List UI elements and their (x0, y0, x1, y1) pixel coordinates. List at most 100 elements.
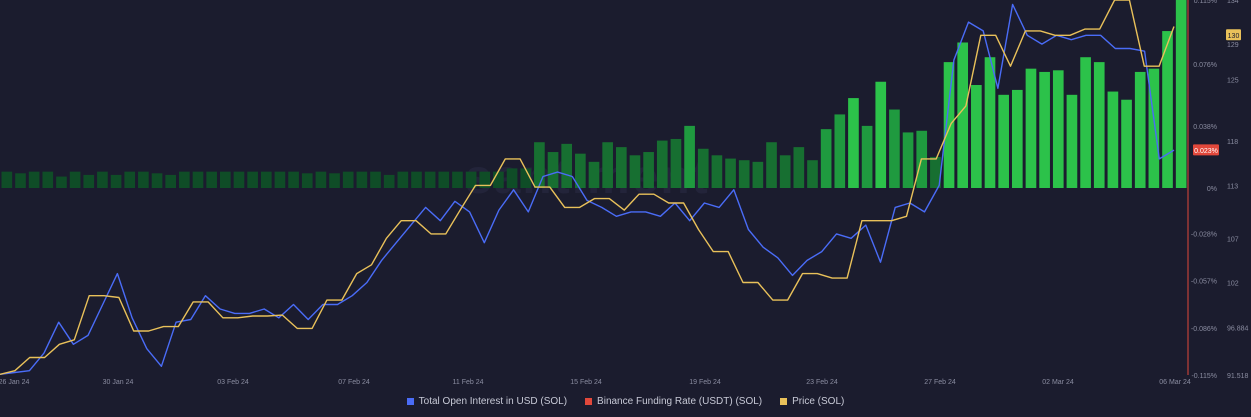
funding-bar (356, 171, 368, 188)
funding-bar (1011, 89, 1023, 188)
funding-bar (561, 143, 573, 188)
funding-bar (301, 173, 313, 188)
funding-bar (889, 109, 900, 188)
legend: Total Open Interest in USD (SOL) Binance… (0, 396, 1251, 407)
funding-bar (1052, 70, 1064, 188)
x-tick-label: 02 Mar 24 (1042, 379, 1074, 386)
funding-tick-label: -0.057% (1191, 279, 1217, 286)
funding-bar (588, 161, 600, 188)
price-tick-label: 96.884 (1227, 326, 1249, 333)
funding-bar (165, 174, 177, 188)
legend-item-funding-rate[interactable]: Binance Funding Rate (USDT) (SOL) (585, 396, 762, 407)
funding-tick-label: 0.115% (1194, 0, 1217, 5)
funding-bar (329, 173, 340, 188)
funding-bar (957, 42, 969, 188)
open-interest-line (0, 3, 1175, 375)
funding-bar (998, 94, 1009, 188)
funding-bar (725, 158, 736, 188)
funding-tick-label: 0.038% (1193, 124, 1217, 131)
funding-bar (424, 171, 436, 188)
price-tick-label: 134 (1227, 0, 1239, 5)
x-tick-label: 27 Feb 24 (924, 379, 956, 386)
funding-bar (1107, 91, 1119, 188)
x-tick-label: 03 Feb 24 (217, 379, 249, 386)
funding-bar (1066, 94, 1078, 188)
funding-bar (411, 171, 422, 188)
price-tick-label: 102 (1227, 281, 1239, 288)
funding-bar (1175, 0, 1187, 188)
funding-bar (547, 152, 559, 188)
funding-bar (656, 140, 668, 188)
funding-bar (383, 174, 395, 188)
funding-bar (192, 171, 204, 188)
funding-bar (1162, 31, 1173, 189)
price-tick-label: 113 (1227, 183, 1238, 190)
funding-bar (684, 125, 695, 188)
legend-label-price: Price (SOL) (792, 396, 845, 407)
funding-bar (370, 171, 381, 188)
price-tick-label: 91.518 (1227, 373, 1249, 380)
funding-bar (28, 171, 40, 188)
funding-bar (629, 155, 641, 188)
funding-current-label: 0.023% (1194, 148, 1218, 155)
funding-bar (902, 132, 914, 188)
x-tick-label: 06 Mar 24 (1159, 379, 1191, 386)
price-line (0, 0, 1175, 375)
funding-bar (575, 153, 586, 188)
funding-bar (247, 171, 258, 188)
funding-bar (602, 142, 613, 188)
legend-item-open-interest[interactable]: Total Open Interest in USD (SOL) (406, 396, 568, 407)
funding-bar (342, 171, 354, 188)
funding-bar (697, 148, 709, 188)
legend-swatch-price (780, 398, 788, 405)
legend-swatch-open-interest (406, 398, 414, 405)
funding-bar (820, 129, 832, 188)
funding-bar (670, 138, 682, 188)
funding-bar (1148, 68, 1160, 188)
funding-bar (971, 85, 982, 188)
funding-bar (42, 171, 54, 188)
funding-bar (56, 176, 67, 188)
funding-bar (738, 160, 750, 188)
funding-bar (848, 98, 859, 188)
legend-swatch-funding-rate (585, 398, 593, 405)
x-tick-label: 07 Feb 24 (338, 379, 370, 386)
price-tick-label: 129 (1227, 42, 1239, 49)
funding-tick-label: -0.115% (1191, 373, 1217, 380)
funding-bar (643, 152, 654, 188)
funding-bar (1134, 71, 1146, 188)
funding-bar (97, 171, 108, 188)
legend-item-price[interactable]: Price (SOL) (780, 396, 844, 407)
funding-bar (834, 114, 846, 188)
legend-label-funding-rate: Binance Funding Rate (USDT) (SOL) (597, 396, 763, 407)
funding-bar (479, 171, 491, 188)
legend-label-open-interest: Total Open Interest in USD (SOL) (418, 396, 568, 407)
funding-bar (206, 171, 217, 188)
funding-bar (1121, 99, 1132, 188)
funding-bar (752, 161, 764, 188)
funding-bar (260, 171, 272, 188)
funding-bar (179, 171, 190, 188)
funding-bar (315, 171, 327, 188)
funding-tick-label: 0.076% (1193, 62, 1217, 69)
funding-bar (124, 171, 136, 188)
funding-bar (615, 147, 627, 188)
funding-bar (1039, 71, 1050, 188)
funding-bar (110, 174, 122, 188)
funding-bar (274, 171, 286, 188)
funding-bar (520, 168, 532, 188)
x-tick-label: 11 Feb 24 (452, 379, 483, 386)
funding-bar (493, 171, 504, 188)
funding-bar (534, 142, 545, 188)
funding-current-badge (1193, 144, 1219, 156)
funding-tick-label: 0% (1207, 186, 1217, 193)
funding-bar (793, 147, 805, 188)
funding-bar (452, 171, 463, 188)
funding-bar (397, 171, 409, 188)
x-tick-label: 23 Feb 24 (806, 379, 838, 386)
funding-bar (875, 81, 887, 188)
funding-bar (506, 168, 518, 188)
funding-bar (1093, 62, 1105, 189)
funding-bar (233, 171, 245, 188)
funding-bar (930, 156, 941, 188)
